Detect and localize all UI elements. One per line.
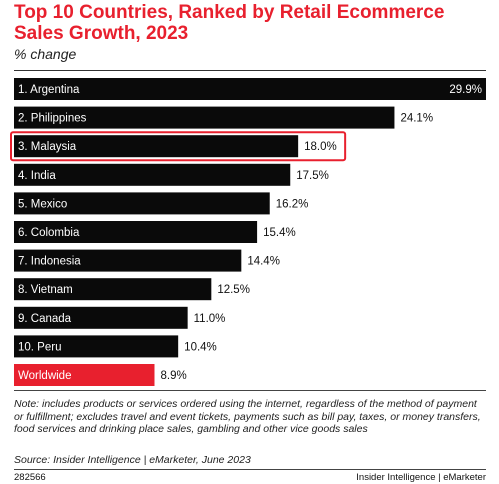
- category-label: 7. Indonesia: [18, 256, 81, 268]
- chart-source: Source: Insider Intelligence | eMarketer…: [14, 454, 251, 466]
- bar-4: [14, 163, 291, 186]
- category-label: Worldwide: [18, 370, 71, 382]
- value-label: 14.4%: [247, 256, 280, 268]
- category-label: 8. Vietnam: [18, 284, 73, 296]
- bar-9: [14, 306, 188, 329]
- value-label: 15.4%: [263, 227, 296, 239]
- category-label: 5. Mexico: [18, 198, 67, 210]
- category-label: 9. Canada: [18, 313, 72, 325]
- chart-title: Top 10 Countries, Ranked by Retail Ecomm…: [14, 2, 445, 44]
- value-label: 8.9%: [160, 370, 186, 382]
- footer: 282566 Insider Intelligence | eMarketer: [14, 469, 486, 484]
- bottom-divider: [14, 390, 486, 391]
- value-label: 12.5%: [217, 284, 250, 296]
- bar-11: [14, 364, 155, 386]
- chart-subtitle: % change: [14, 46, 77, 62]
- bar-1: [14, 78, 486, 100]
- value-label: 29.9%: [449, 84, 482, 96]
- value-label: 24.1%: [400, 113, 433, 125]
- chart-id: 282566: [14, 472, 46, 483]
- bar-8: [14, 278, 212, 301]
- bar-10: [14, 335, 179, 358]
- value-label: 16.2%: [276, 198, 309, 210]
- bar-3: [14, 135, 299, 158]
- bar-2: [14, 106, 395, 129]
- category-label: 3. Malaysia: [18, 141, 77, 153]
- value-label: 17.5%: [296, 170, 329, 182]
- top-divider: [14, 70, 486, 71]
- category-label: 6. Colombia: [18, 227, 80, 239]
- chart-note: Note: includes products or services orde…: [14, 398, 481, 435]
- category-label: 2. Philippines: [18, 113, 87, 125]
- value-label: 18.0%: [304, 141, 337, 153]
- category-label: 4. India: [18, 170, 56, 182]
- footer-brand: Insider Intelligence | eMarketer: [356, 472, 486, 483]
- highlight-box: [10, 131, 347, 162]
- category-label: 1. Argentina: [18, 84, 80, 96]
- value-label: 11.0%: [194, 313, 226, 325]
- category-label: 10. Peru: [18, 341, 61, 353]
- bar-chart: 1. Argentina 29.9% 2. Philippines 24.1% 3. M…: [10, 78, 486, 386]
- bar-6: [14, 221, 258, 243]
- bar-7: [14, 249, 242, 272]
- bar-5: [14, 192, 270, 215]
- value-label: 10.4%: [184, 341, 217, 353]
